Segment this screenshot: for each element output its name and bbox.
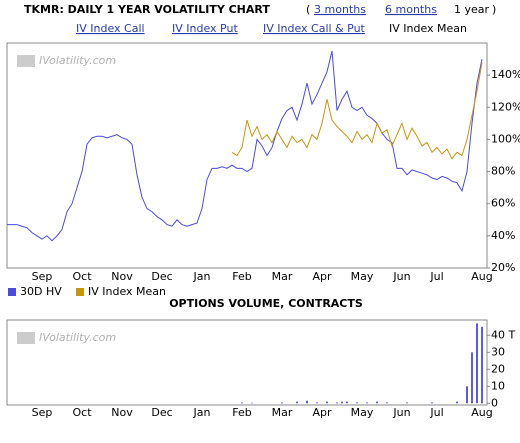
x-tick-label: Mar bbox=[272, 270, 293, 283]
bar bbox=[306, 400, 308, 404]
range-link[interactable]: 6 months bbox=[385, 3, 437, 16]
bar bbox=[431, 402, 433, 404]
x-tick-label: Dec bbox=[151, 406, 172, 419]
y-tick-label: 120% bbox=[491, 100, 520, 113]
bar bbox=[376, 401, 378, 404]
legend-label: 30D HV bbox=[20, 285, 62, 298]
x-tick-label: Jul bbox=[429, 406, 443, 419]
y-tick-label: 40% bbox=[491, 229, 515, 242]
tab-link[interactable]: IV Index Call bbox=[76, 22, 145, 35]
chart-title: OPTIONS VOLUME, CONTRACTS bbox=[169, 297, 363, 310]
legend-swatch bbox=[8, 288, 16, 296]
x-tick-label: Nov bbox=[111, 270, 133, 283]
y-tick-label: 100% bbox=[491, 132, 520, 145]
bar bbox=[386, 402, 388, 404]
x-tick-label: Jun bbox=[392, 270, 410, 283]
bar bbox=[296, 401, 298, 404]
y-tick-label: 80% bbox=[491, 165, 515, 178]
bar bbox=[336, 402, 338, 404]
x-tick-label: Sep bbox=[32, 270, 53, 283]
y-tick-label: 0 bbox=[491, 396, 498, 409]
x-tick-label: Oct bbox=[72, 270, 92, 283]
watermark-icon bbox=[17, 332, 35, 344]
bar bbox=[471, 352, 473, 404]
x-tick-label: Apr bbox=[312, 270, 332, 283]
x-tick-label: Feb bbox=[232, 406, 251, 419]
legend-label: IV Index Mean bbox=[88, 285, 166, 298]
x-tick-label: Jan bbox=[193, 270, 211, 283]
bar bbox=[481, 326, 483, 404]
bar bbox=[281, 402, 283, 404]
tab-link[interactable]: IV Index Put bbox=[172, 22, 238, 35]
bar bbox=[476, 323, 478, 404]
watermark: IVolatility.com bbox=[39, 54, 116, 67]
y-tick-label: 10 bbox=[491, 379, 505, 392]
bar bbox=[241, 402, 243, 404]
tab-link[interactable]: IV Index Call & Put bbox=[263, 22, 366, 35]
plot-area bbox=[6, 42, 488, 269]
bar bbox=[326, 401, 328, 404]
x-tick-label: Mar bbox=[272, 406, 293, 419]
y-tick-label: 20% bbox=[491, 261, 515, 274]
x-tick-label: Jul bbox=[429, 270, 443, 283]
series-line bbox=[231, 62, 483, 160]
y-tick-label: 20 bbox=[491, 362, 505, 375]
watermark-icon bbox=[17, 55, 35, 67]
x-tick-label: Sep bbox=[32, 406, 53, 419]
bar bbox=[251, 402, 253, 404]
x-tick-label: May bbox=[351, 270, 374, 283]
x-tick-label: Jun bbox=[392, 406, 410, 419]
bar bbox=[356, 402, 358, 404]
paren: ) bbox=[492, 3, 496, 16]
paren: ( bbox=[306, 3, 310, 16]
x-tick-label: Aug bbox=[471, 270, 492, 283]
bar bbox=[406, 402, 408, 404]
x-tick-label: Nov bbox=[111, 406, 133, 419]
y-tick-label: 30 bbox=[491, 345, 505, 358]
x-tick-label: Apr bbox=[312, 406, 332, 419]
x-tick-label: Aug bbox=[471, 406, 492, 419]
range-link[interactable]: 3 months bbox=[314, 3, 366, 16]
x-tick-label: Dec bbox=[151, 270, 172, 283]
bar bbox=[366, 402, 368, 404]
x-tick-label: Feb bbox=[232, 270, 251, 283]
bar bbox=[466, 386, 468, 404]
watermark: IVolatility.com bbox=[39, 331, 116, 344]
bar bbox=[316, 402, 318, 404]
current-tab: IV Index Mean bbox=[389, 22, 467, 35]
legend-swatch bbox=[76, 288, 84, 296]
y-tick-label: 60% bbox=[491, 197, 515, 210]
plot-area bbox=[6, 319, 488, 406]
series-line bbox=[7, 50, 483, 242]
y-tick-label: 40 T bbox=[491, 328, 515, 341]
x-tick-label: Oct bbox=[72, 406, 92, 419]
bar bbox=[456, 401, 458, 404]
page-title: TKMR: DAILY 1 YEAR VOLATILITY CHART bbox=[24, 3, 270, 16]
y-tick-label: 140% bbox=[491, 68, 520, 81]
bar bbox=[346, 401, 348, 404]
bar bbox=[341, 401, 343, 404]
x-tick-label: May bbox=[351, 406, 374, 419]
x-tick-label: Jan bbox=[193, 406, 211, 419]
current-range: 1 year bbox=[454, 3, 490, 16]
